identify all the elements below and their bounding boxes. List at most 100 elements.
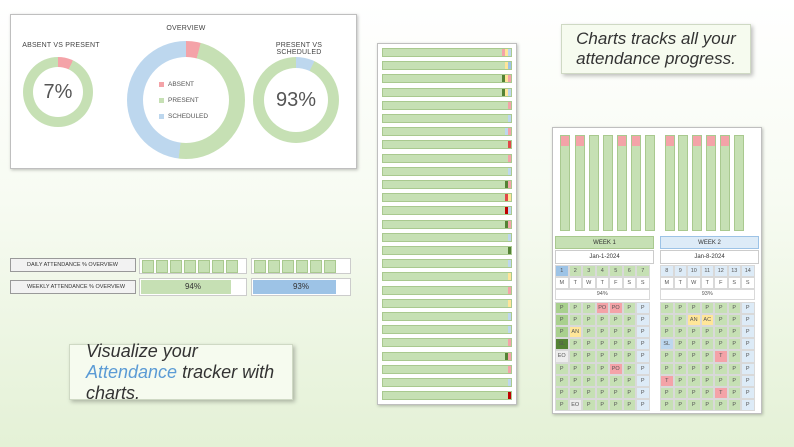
- weekday-letter: W: [687, 277, 701, 290]
- attendance-cell: P: [700, 387, 714, 400]
- attendance-cell: PO: [609, 301, 623, 314]
- day-number: 1: [555, 265, 569, 278]
- daily-column-absent: [618, 136, 626, 146]
- daily-day-cell: [226, 260, 238, 273]
- daily-day-cell: [296, 260, 308, 273]
- attendance-cell: SL: [660, 338, 674, 351]
- attendance-bar: [382, 48, 512, 57]
- attendance-bar: [382, 193, 512, 203]
- bar-segment: [508, 260, 511, 268]
- attendance-cell: P: [609, 399, 623, 412]
- overview-charts-panel: ABSENT VS PRESENT 7% OVERVIEW ABSENT PRE…: [10, 14, 357, 169]
- bar-segment: [508, 141, 511, 149]
- attendance-cell: P: [595, 362, 609, 375]
- weekly-week1-pct: 94%: [184, 282, 201, 291]
- attendance-cell: P: [595, 326, 609, 339]
- attendance-cell: P: [714, 301, 728, 314]
- attendance-bar: [382, 312, 512, 321]
- attendance-cell: P: [727, 326, 741, 339]
- bar-segment: [508, 286, 511, 294]
- attendance-cell: P: [727, 374, 741, 387]
- weekday-letter: F: [609, 277, 623, 290]
- attendance-cell: P: [741, 301, 755, 314]
- attendance-cell: P: [555, 399, 569, 412]
- attendance-cell: P: [741, 362, 755, 375]
- attendance-bar: [382, 285, 512, 295]
- attendance-bar: [382, 100, 512, 110]
- attendance-cell: P: [660, 313, 674, 326]
- weekday-letter: F: [714, 277, 728, 290]
- attendance-bar: [382, 391, 512, 401]
- attendance-bar: [382, 114, 512, 123]
- daily-column: [575, 135, 585, 231]
- attendance-cell: AN: [568, 326, 582, 339]
- attendance-cell: P: [741, 350, 755, 363]
- bar-segment: [502, 88, 505, 96]
- day-number: 12: [714, 265, 728, 278]
- legend-scheduled: SCHEDULED: [159, 108, 208, 124]
- attendance-cell: P: [582, 350, 596, 363]
- day-number: 13: [727, 265, 741, 278]
- bar-segment: [505, 352, 508, 360]
- attendance-cell: P: [595, 387, 609, 400]
- bar-segment: [508, 154, 511, 162]
- weekday-letter: T: [700, 277, 714, 290]
- daily-day-cell: [324, 260, 336, 273]
- daily-overview-week2: [251, 258, 351, 274]
- attendance-bar: [382, 166, 512, 176]
- present-swatch: [159, 97, 164, 103]
- weekday-letter: M: [555, 277, 569, 290]
- weekly-week2-fill: [253, 280, 337, 294]
- weekday-letter: T: [595, 277, 609, 290]
- day-number: 9: [673, 265, 687, 278]
- bar-segment: [508, 352, 511, 360]
- weekday-letter: T: [673, 277, 687, 290]
- bar-segment: [508, 247, 511, 254]
- attendance-cell: P: [660, 399, 674, 412]
- bar-segment: [508, 167, 511, 175]
- bar-segment: [508, 339, 511, 347]
- attendance-cell: P: [660, 362, 674, 375]
- daily-column: [560, 135, 570, 231]
- attendance-cell: P: [687, 387, 701, 400]
- attendance-cell: P: [636, 374, 650, 387]
- weekday-letter: M: [660, 277, 674, 290]
- attendance-cell: P: [700, 374, 714, 387]
- attendance-cell: P: [673, 338, 687, 351]
- attendance-cell: P: [687, 350, 701, 363]
- absent-percentage: 7%: [43, 80, 73, 103]
- attendance-cell: P: [714, 374, 728, 387]
- weekly-overview-label: WEEKLY ATTENDANCE % OVERVIEW: [10, 280, 136, 294]
- daily-day-cell: [156, 260, 168, 273]
- attendance-cell: P: [555, 313, 569, 326]
- attendance-cell: P: [727, 362, 741, 375]
- absent-vs-present-title: ABSENT VS PRESENT: [22, 42, 100, 49]
- present-vs-scheduled-donut: 93%: [253, 57, 339, 143]
- attendance-cell: P: [555, 374, 569, 387]
- week1-header: WEEK 1: [555, 236, 654, 249]
- attendance-cell: P: [582, 362, 596, 375]
- overview-donut: ABSENT PRESENT SCHEDULED: [127, 41, 245, 159]
- attendance-cell: P: [727, 350, 741, 363]
- attendance-bar: [382, 153, 512, 163]
- attendance-cell: P: [741, 313, 755, 326]
- day-number: 6: [622, 265, 636, 278]
- daily-column: [706, 135, 716, 231]
- daily-column: [720, 135, 730, 231]
- charts-callout: Charts tracks all your attendance progre…: [561, 24, 751, 74]
- weekday-letter: S: [741, 277, 755, 290]
- daily-day-cell: [254, 260, 266, 273]
- attendance-cell: P: [673, 301, 687, 314]
- attendance-cell: P: [673, 374, 687, 387]
- bar-segment: [508, 128, 511, 136]
- attendance-cell: P: [568, 350, 582, 363]
- absent-vs-present-donut: 7%: [23, 57, 93, 127]
- attendance-bar: [382, 338, 512, 348]
- attendance-cell: P: [700, 326, 714, 339]
- daily-column-absent: [707, 136, 715, 146]
- attendance-cell: P: [622, 338, 636, 351]
- scheduled-swatch: [159, 113, 164, 119]
- daily-column: [665, 135, 675, 231]
- attendance-cell: P: [555, 387, 569, 400]
- bar-segment: [505, 128, 508, 136]
